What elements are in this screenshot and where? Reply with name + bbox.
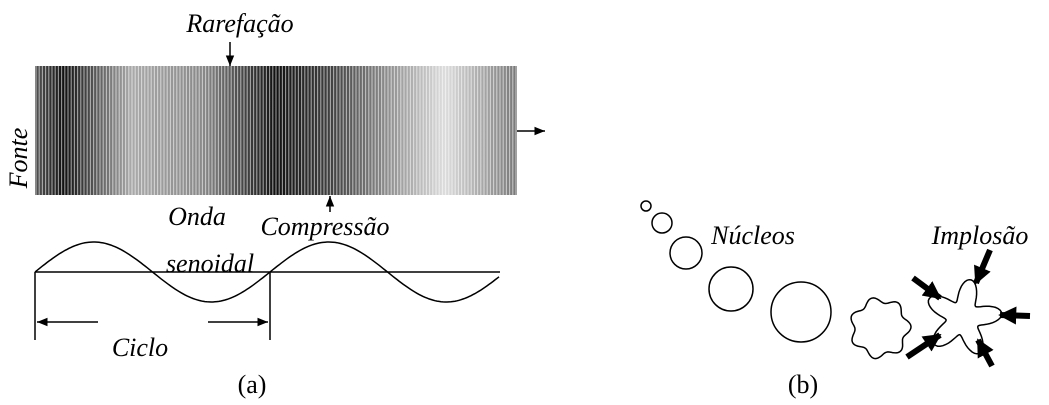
compression-label: Compressão: [260, 212, 389, 241]
implosion-label: Implosão: [931, 221, 1029, 250]
wave-label: senoidal: [166, 249, 254, 278]
figure: Rarefação Fonte Onda senoidal Compressão…: [0, 0, 1049, 405]
caption: (a): [238, 370, 267, 399]
cycle-label: Ciclo: [112, 333, 168, 362]
caption: (b): [788, 370, 818, 399]
nuclei-label: Núcleos: [710, 221, 795, 250]
rarefaction-label: Rarefação: [185, 9, 293, 38]
source-label: Fonte: [4, 128, 33, 190]
wave-label: Onda: [168, 202, 226, 231]
